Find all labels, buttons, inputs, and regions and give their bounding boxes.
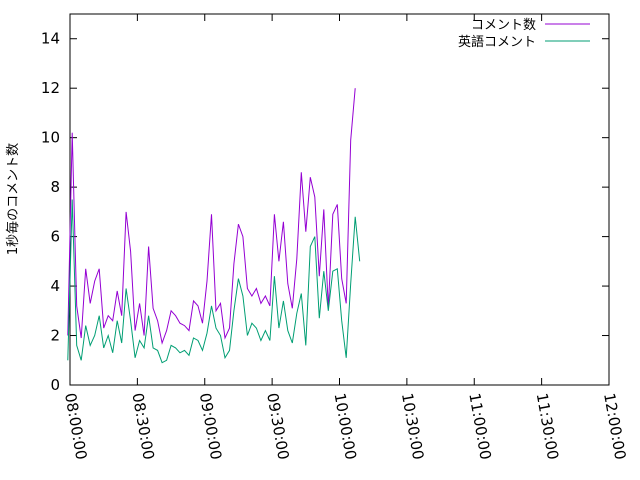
x-tick-label: 12:00:00 bbox=[600, 392, 629, 461]
y-tick-label: 8 bbox=[50, 178, 60, 196]
series-line-0 bbox=[67, 88, 356, 345]
x-tick-label: 10:00:00 bbox=[331, 392, 360, 461]
y-axis-label: 1秒毎のコメント数 bbox=[5, 143, 21, 255]
legend-label-1: 英語コメント bbox=[458, 34, 536, 50]
x-tick-label: 08:00:00 bbox=[61, 392, 90, 461]
x-tick-label: 09:30:00 bbox=[263, 392, 292, 461]
x-tick-label: 08:30:00 bbox=[128, 392, 157, 461]
x-axis-ticks: 08:00:00 08:30:00 09:00:00 09:30:00 10:00:00… bbox=[61, 14, 629, 461]
x-tick-label: 09:00:00 bbox=[196, 392, 225, 461]
legend-label-0: コメント数 bbox=[471, 18, 536, 33]
y-tick-label: 4 bbox=[50, 277, 60, 295]
y-tick-label: 12 bbox=[41, 79, 60, 97]
y-tick-label: 6 bbox=[50, 228, 60, 246]
x-tick-label: 10:30:00 bbox=[398, 392, 427, 461]
y-tick-label: 10 bbox=[41, 129, 60, 147]
x-tick-label: 11:00:00 bbox=[465, 392, 494, 461]
series-line-1 bbox=[67, 199, 361, 364]
y-tick-label: 2 bbox=[50, 327, 60, 345]
x-tick-label: 11:30:00 bbox=[533, 392, 562, 461]
y-tick-label: 0 bbox=[50, 376, 60, 394]
y-tick-label: 14 bbox=[41, 30, 60, 48]
series-lines bbox=[67, 88, 361, 364]
